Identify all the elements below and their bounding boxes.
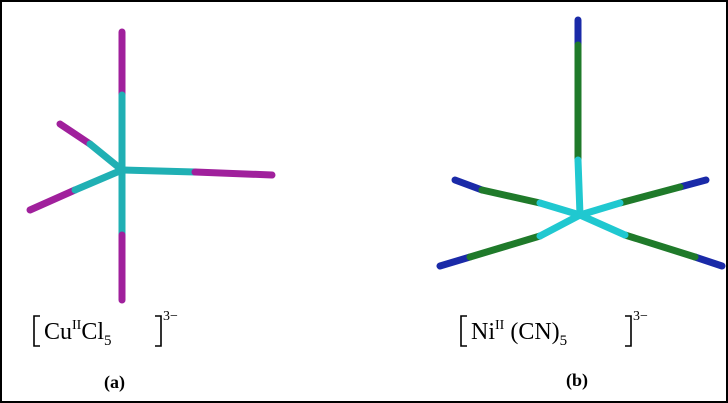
metal: Cu [44, 319, 72, 345]
oxidation: II [495, 318, 505, 333]
formula-b: NiII (CN)5 [471, 318, 567, 349]
oxidation: II [72, 318, 82, 333]
metal: Ni [471, 319, 495, 345]
charge: 3− [633, 309, 648, 324]
panel-label: (b) [566, 370, 588, 391]
ligand: Cl [81, 319, 104, 345]
figure: CuIICl5 3− (a) NiII(CN)5 3− (b) [0, 0, 728, 403]
count: 5 [104, 333, 112, 349]
count: 5 [560, 333, 568, 349]
ligand: (CN) [510, 319, 559, 345]
charge: 3− [163, 309, 178, 324]
panel-label: (a) [104, 372, 125, 393]
